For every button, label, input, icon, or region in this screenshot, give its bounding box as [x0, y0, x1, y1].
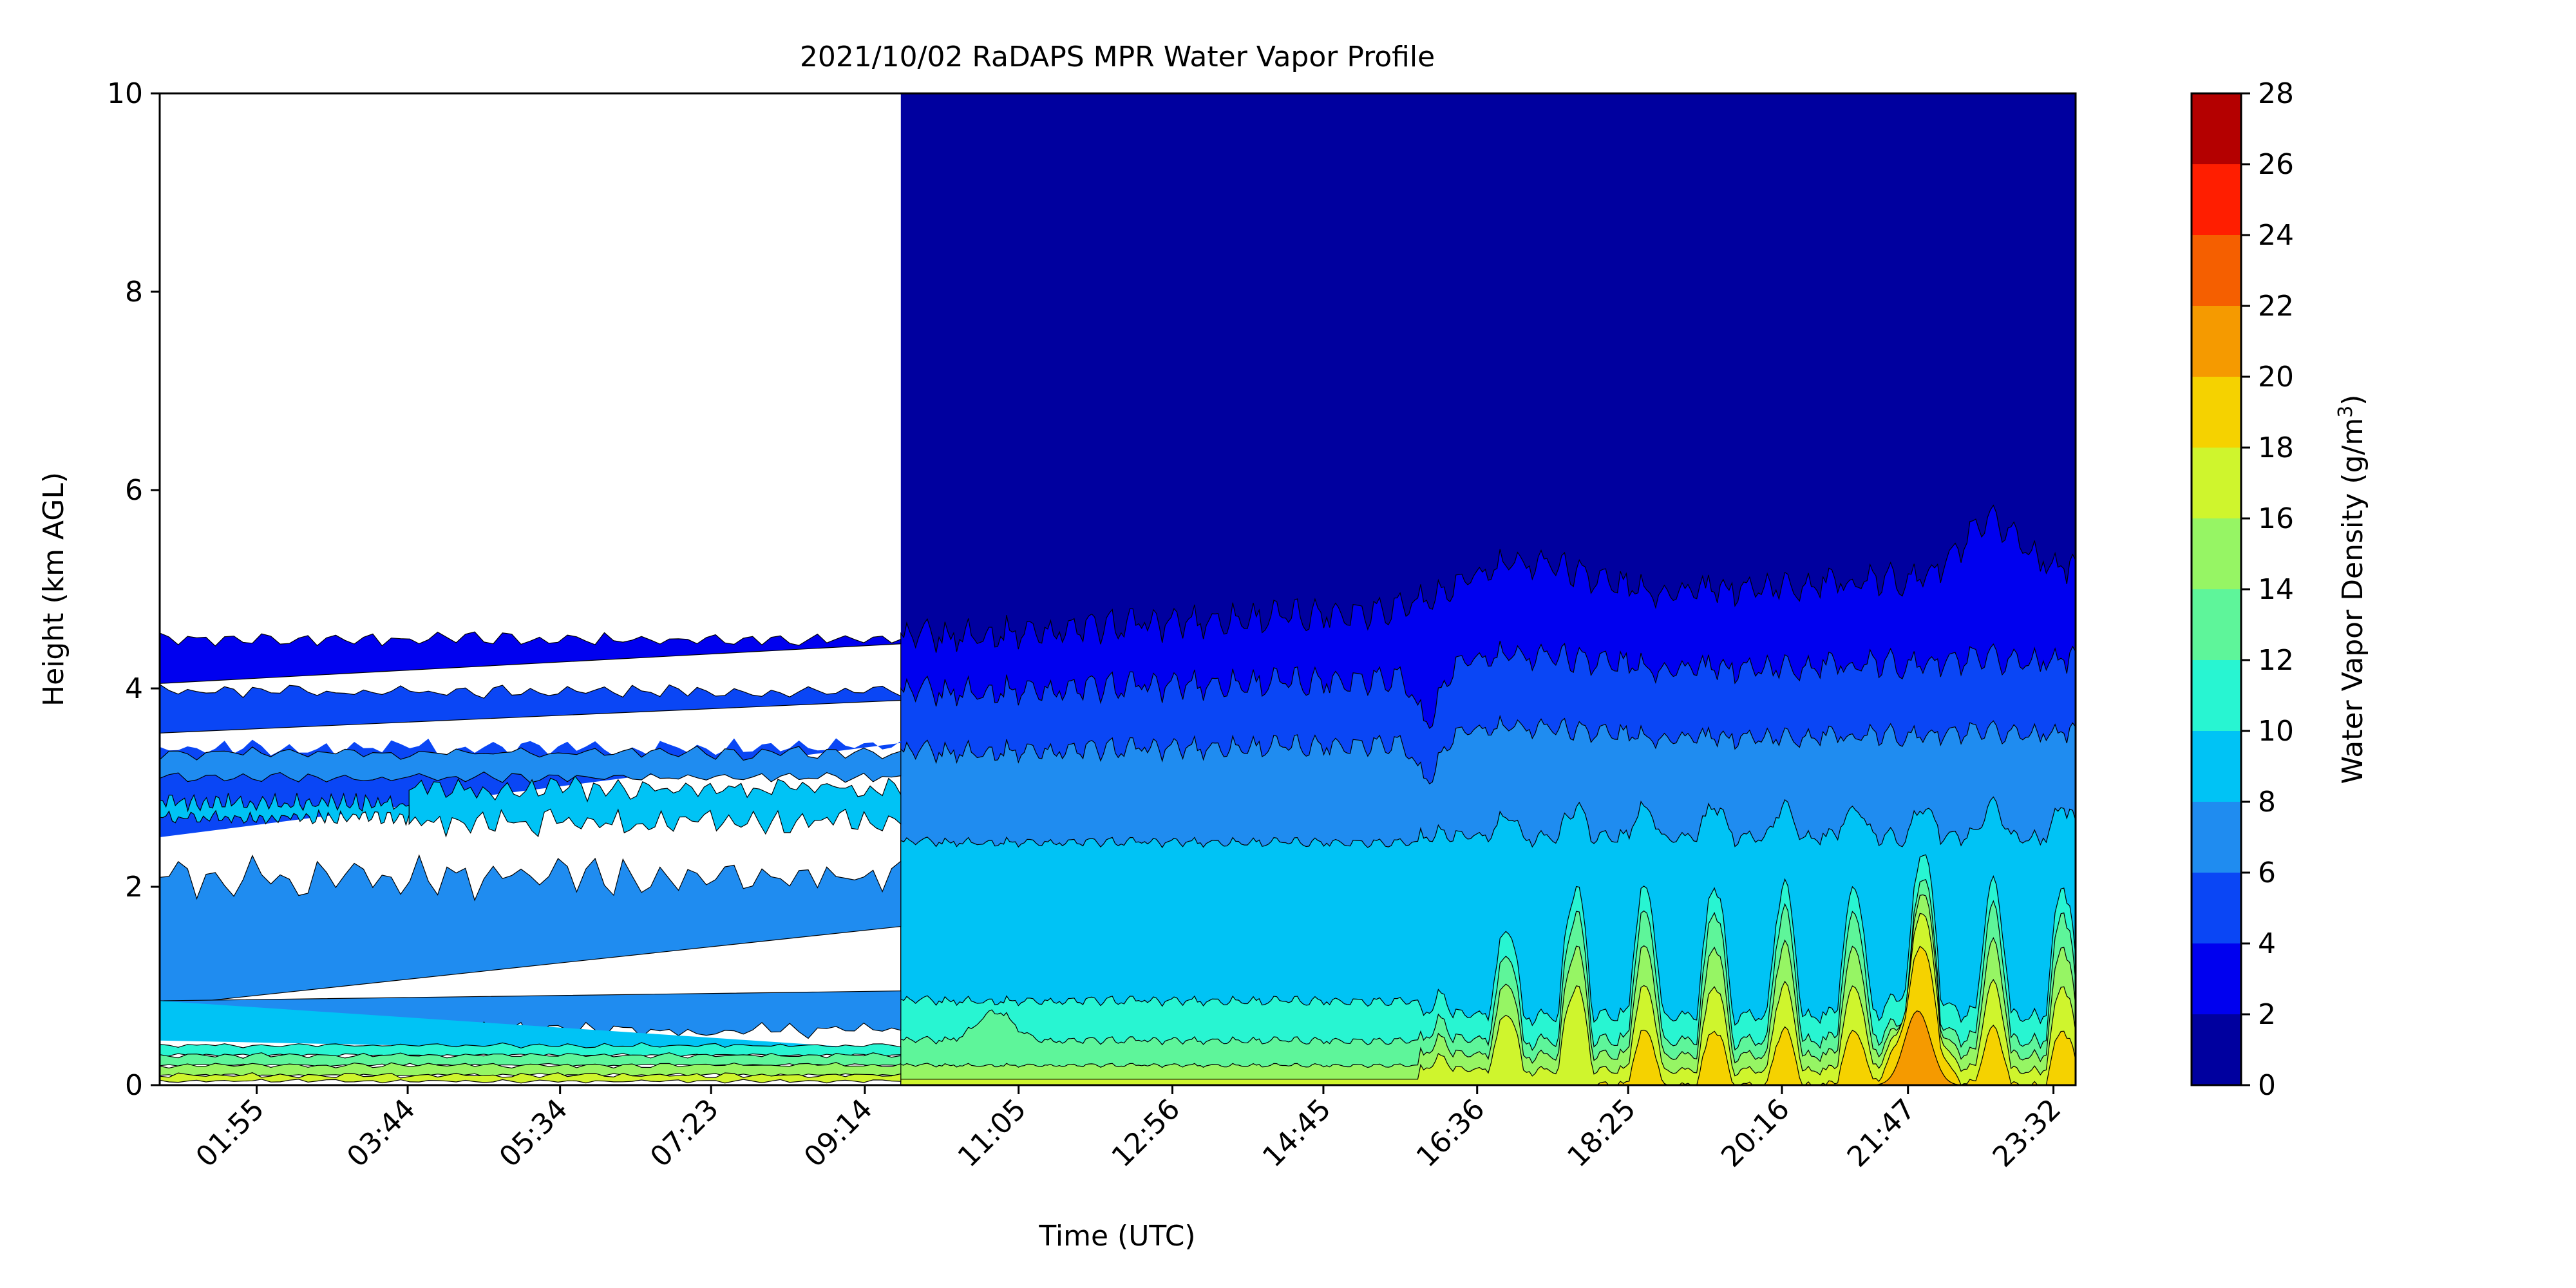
- colorbar-tick-label: 16: [2258, 502, 2294, 535]
- colorbar-segment-8: [2192, 731, 2241, 802]
- colorbar-segment-20: [2192, 306, 2241, 377]
- colorbar-tick-label: 20: [2258, 361, 2294, 393]
- colorbar-segment-12: [2192, 589, 2241, 660]
- colorbar-tick-label: 8: [2258, 786, 2276, 819]
- colorbar-segment-0: [2192, 1014, 2241, 1085]
- pre-gap-band-low-cyan: [160, 1001, 901, 1056]
- y-tick-label: 2: [125, 871, 143, 904]
- x-axis-label: Time (UTC): [1038, 1220, 1195, 1253]
- plot-area: [160, 93, 2076, 1085]
- contour-bands: [160, 93, 2076, 1085]
- pre-gap-band-third: [160, 745, 902, 783]
- colorbar-label-superscript: 3: [2334, 406, 2357, 418]
- y-axis: 0 2 4 6 8 10: [107, 77, 160, 1102]
- pre-gap-band-second: [160, 683, 902, 734]
- colorbar-label-suffix: ): [2336, 395, 2369, 406]
- pre-gap-surface-band-3: [160, 1072, 902, 1084]
- colorbar-segment-4: [2192, 873, 2241, 943]
- y-tick-label: 4: [125, 672, 143, 705]
- colorbar-tick-label: 12: [2258, 644, 2294, 677]
- colorbar-tick-label: 10: [2258, 715, 2294, 748]
- x-tick-label: 09:14: [798, 1093, 879, 1174]
- y-tick-label: 6: [125, 474, 143, 507]
- x-tick-label: 07:23: [644, 1093, 725, 1174]
- y-tick-label: 8: [125, 276, 143, 308]
- x-tick-label: 23:32: [1987, 1093, 2068, 1174]
- x-tick-label: 20:16: [1715, 1093, 1796, 1174]
- pre-gap-band-cyan: [408, 775, 902, 838]
- chart-title: 2021/10/02 RaDAPS MPR Water Vapor Profil…: [800, 41, 1435, 73]
- pre-gap-bands: [160, 631, 902, 1084]
- colorbar-tick-label: 2: [2258, 998, 2276, 1031]
- y-tick-label: 10: [107, 77, 143, 110]
- colorbar-tick-label: 4: [2258, 927, 2276, 960]
- x-tick-label: 11:05: [952, 1093, 1033, 1174]
- y-axis-label: Height (km AGL): [37, 472, 70, 706]
- plot-frame: [158, 92, 2077, 1086]
- x-tick-label: 05:34: [493, 1093, 574, 1174]
- x-tick-label: 14:45: [1256, 1093, 1338, 1174]
- x-tick-label: 03:44: [341, 1093, 422, 1174]
- contour-band-18: [900, 945, 2076, 1085]
- colorbar-segment-10: [2192, 660, 2241, 731]
- colorbar-segment-2: [2192, 943, 2241, 1014]
- colorbar-segment-26: [2192, 93, 2241, 164]
- pre-gap-band-mid: [160, 854, 902, 1007]
- pre-gap-band-cyan-left: [160, 792, 410, 827]
- colorbar-segment-24: [2192, 164, 2241, 235]
- x-tick-label: 01:55: [190, 1093, 271, 1174]
- x-tick-label: 12:56: [1106, 1093, 1187, 1174]
- colorbar-tick-label: 14: [2258, 573, 2294, 606]
- colorbar-tick-label: 28: [2258, 77, 2294, 110]
- colorbar-tick-label: 22: [2258, 290, 2294, 323]
- colorbar-label-main: Water Vapor Density (g/m: [2336, 418, 2369, 784]
- colorbar-tick-label: 0: [2258, 1069, 2276, 1102]
- colorbar-tick-label: 26: [2258, 148, 2294, 181]
- x-tick-label: 16:36: [1410, 1093, 1492, 1174]
- colorbar-segment-14: [2192, 518, 2241, 589]
- x-tick-label: 18:25: [1561, 1093, 1642, 1174]
- colorbar-tick-label: 24: [2258, 219, 2294, 252]
- contour-band-20: [900, 1010, 2076, 1085]
- colorbar-tick-label: 6: [2258, 857, 2276, 889]
- colorbar-segment-22: [2192, 235, 2241, 306]
- colorbar-segment-18: [2192, 377, 2241, 448]
- colorbar-segment-16: [2192, 448, 2241, 518]
- x-axis: 01:55 03:44 05:34 07:23 09:14 11:05 12:56 14:45…: [190, 1085, 2068, 1174]
- pre-gap-band-top: [160, 631, 902, 684]
- colorbar-segment-6: [2192, 802, 2241, 873]
- colorbar-label: Water Vapor Density (g/m3): [2334, 395, 2369, 784]
- colorbar-tick-label: 18: [2258, 431, 2294, 464]
- y-tick-label: 0: [125, 1069, 143, 1102]
- x-tick-label: 21:47: [1841, 1093, 1922, 1174]
